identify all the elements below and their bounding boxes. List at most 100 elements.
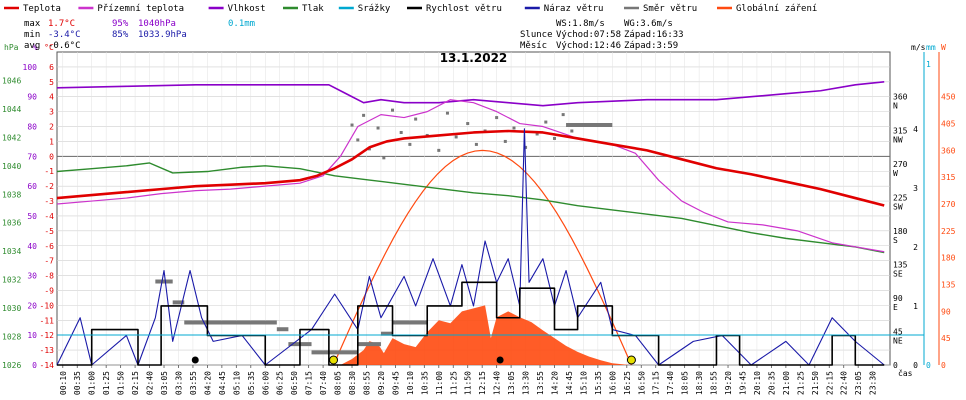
x-tick-label: 07:15: [305, 371, 314, 395]
tick-label-humidity: 100: [23, 63, 38, 72]
tick-label-humidity: 20: [27, 301, 37, 310]
x-tick-label: 19:20: [724, 371, 733, 395]
tick-label-pressure: 1028: [2, 333, 21, 342]
stats-label: avg: [24, 41, 40, 51]
direction-dot: [503, 139, 507, 143]
tick-label-direction: 270: [893, 160, 908, 169]
unit-wind: m/s: [911, 43, 926, 52]
x-tick-label: 06:50: [290, 371, 299, 395]
stats-min-humidity: 85%: [112, 30, 129, 40]
stats-sunset: Západ:16:33: [624, 30, 684, 40]
series-pressure-line: [56, 162, 885, 254]
stats-wind-gust: WG:3.6m/s: [624, 19, 673, 29]
stats-label: max: [24, 19, 41, 29]
x-tick-label: 04:45: [218, 371, 227, 395]
tick-label-pressure: 1038: [2, 190, 21, 199]
x-tick-label: 09:20: [377, 371, 386, 395]
stats-sun-label: Slunce: [520, 30, 553, 40]
direction-dot: [362, 113, 366, 117]
x-tick-label: 06:25: [276, 371, 285, 395]
tick-label-pressure: 1026: [2, 361, 21, 370]
unit-solar: W: [941, 43, 946, 52]
x-tick-label: 14:20: [550, 371, 559, 395]
tick-label-direction: 90: [893, 294, 903, 303]
x-tick-label: 04:20: [203, 371, 212, 395]
x-tick-label: 18:55: [710, 371, 719, 395]
legend-label-feels: Přízemní teplota: [97, 4, 184, 14]
tick-label-temp: -14: [40, 361, 55, 370]
sun-sunset-icon: [626, 355, 636, 365]
x-tick-label: 18:05: [681, 371, 690, 395]
stats-max-humidity: 95%: [112, 19, 129, 29]
direction-dot: [391, 108, 395, 112]
tick-label-solar: 270: [941, 200, 956, 209]
unit-temp: °C: [44, 43, 54, 52]
direction-dot: [408, 142, 412, 146]
tick-label-temp: 4: [49, 93, 54, 102]
tick-label-solar: 0: [941, 361, 946, 370]
x-tick-label: 22:15: [825, 371, 834, 395]
x-tick-label: 13:05: [507, 371, 516, 395]
x-tick-label: 21:50: [811, 371, 820, 395]
tick-label-solar: 180: [941, 254, 956, 263]
tick-label-wind: 1: [913, 302, 918, 311]
x-tick-label: 00:35: [73, 371, 82, 395]
x-tick-label: 10:35: [420, 371, 429, 395]
direction-dot: [535, 132, 539, 136]
tick-label-humidity: 30: [27, 272, 37, 281]
tick-label-pressure: 1030: [2, 304, 21, 313]
tick-label-compass: N: [893, 102, 898, 111]
x-tick-label: 08:05: [334, 371, 343, 395]
legend-label-press: Tlak: [302, 4, 324, 14]
tick-label-humidity: 60: [27, 182, 37, 191]
series-temp-line: [56, 129, 885, 207]
x-tick-label: 07:40: [319, 371, 328, 395]
tick-label-rain: 0: [926, 361, 931, 370]
x-tick-label: 03:55: [189, 371, 198, 395]
stats-min-temp: -3.4°C: [48, 30, 81, 40]
x-tick-label: 18:30: [695, 371, 704, 395]
direction-dot: [454, 135, 458, 139]
solar-max-curve: [332, 149, 632, 366]
unit-rain: mm: [926, 43, 936, 52]
direction-dot: [350, 123, 354, 127]
x-tick-label: 23:05: [854, 371, 863, 395]
tick-label-compass: E: [893, 303, 898, 312]
x-tick-label: 05:35: [247, 371, 256, 395]
tick-label-temp: 2: [49, 123, 54, 132]
tick-label-temp: -10: [40, 301, 55, 310]
x-tick-label: 20:35: [767, 371, 776, 395]
direction-dot: [382, 156, 386, 160]
x-axis-label: čas: [898, 368, 913, 378]
tick-label-temp: -4: [44, 212, 54, 221]
direction-dot: [512, 126, 516, 130]
stats-avg-temp: -0.6°C: [48, 41, 81, 51]
x-tick-label: 21:00: [782, 371, 791, 395]
x-tick-label: 16:50: [637, 371, 646, 395]
x-tick-label: 16:25: [623, 371, 632, 395]
x-tick-label: 17:40: [666, 371, 675, 395]
stats-min-pressure: 1033.9hPa: [138, 30, 187, 40]
x-tick-label: 08:30: [348, 371, 357, 395]
x-tick-label: 15:35: [594, 371, 603, 395]
tick-label-temp: -2: [44, 182, 54, 191]
tick-label-direction: 45: [893, 327, 903, 336]
sun-sunrise-icon: [329, 355, 339, 365]
tick-label-direction: 135: [893, 260, 908, 269]
x-tick-label: 14:45: [565, 371, 574, 395]
x-tick-label: 13:30: [522, 371, 531, 395]
stats-max-rain: 0.1mm: [228, 19, 255, 29]
tick-label-temp: -13: [40, 346, 55, 355]
direction-dot: [552, 136, 556, 140]
legend-label-gust: Náraz větru: [544, 4, 604, 14]
direction-dot: [495, 116, 499, 120]
tick-label-pressure: 1036: [2, 219, 21, 228]
x-tick-label: 08:55: [362, 371, 371, 395]
tick-label-humidity: 90: [27, 93, 37, 102]
legend-label-temp: Teplota: [23, 4, 61, 14]
legend-label-solar: Globální záření: [736, 4, 817, 14]
tick-label-temp: 3: [49, 108, 54, 117]
direction-dot: [445, 111, 449, 115]
tick-label-temp: 6: [49, 63, 54, 72]
